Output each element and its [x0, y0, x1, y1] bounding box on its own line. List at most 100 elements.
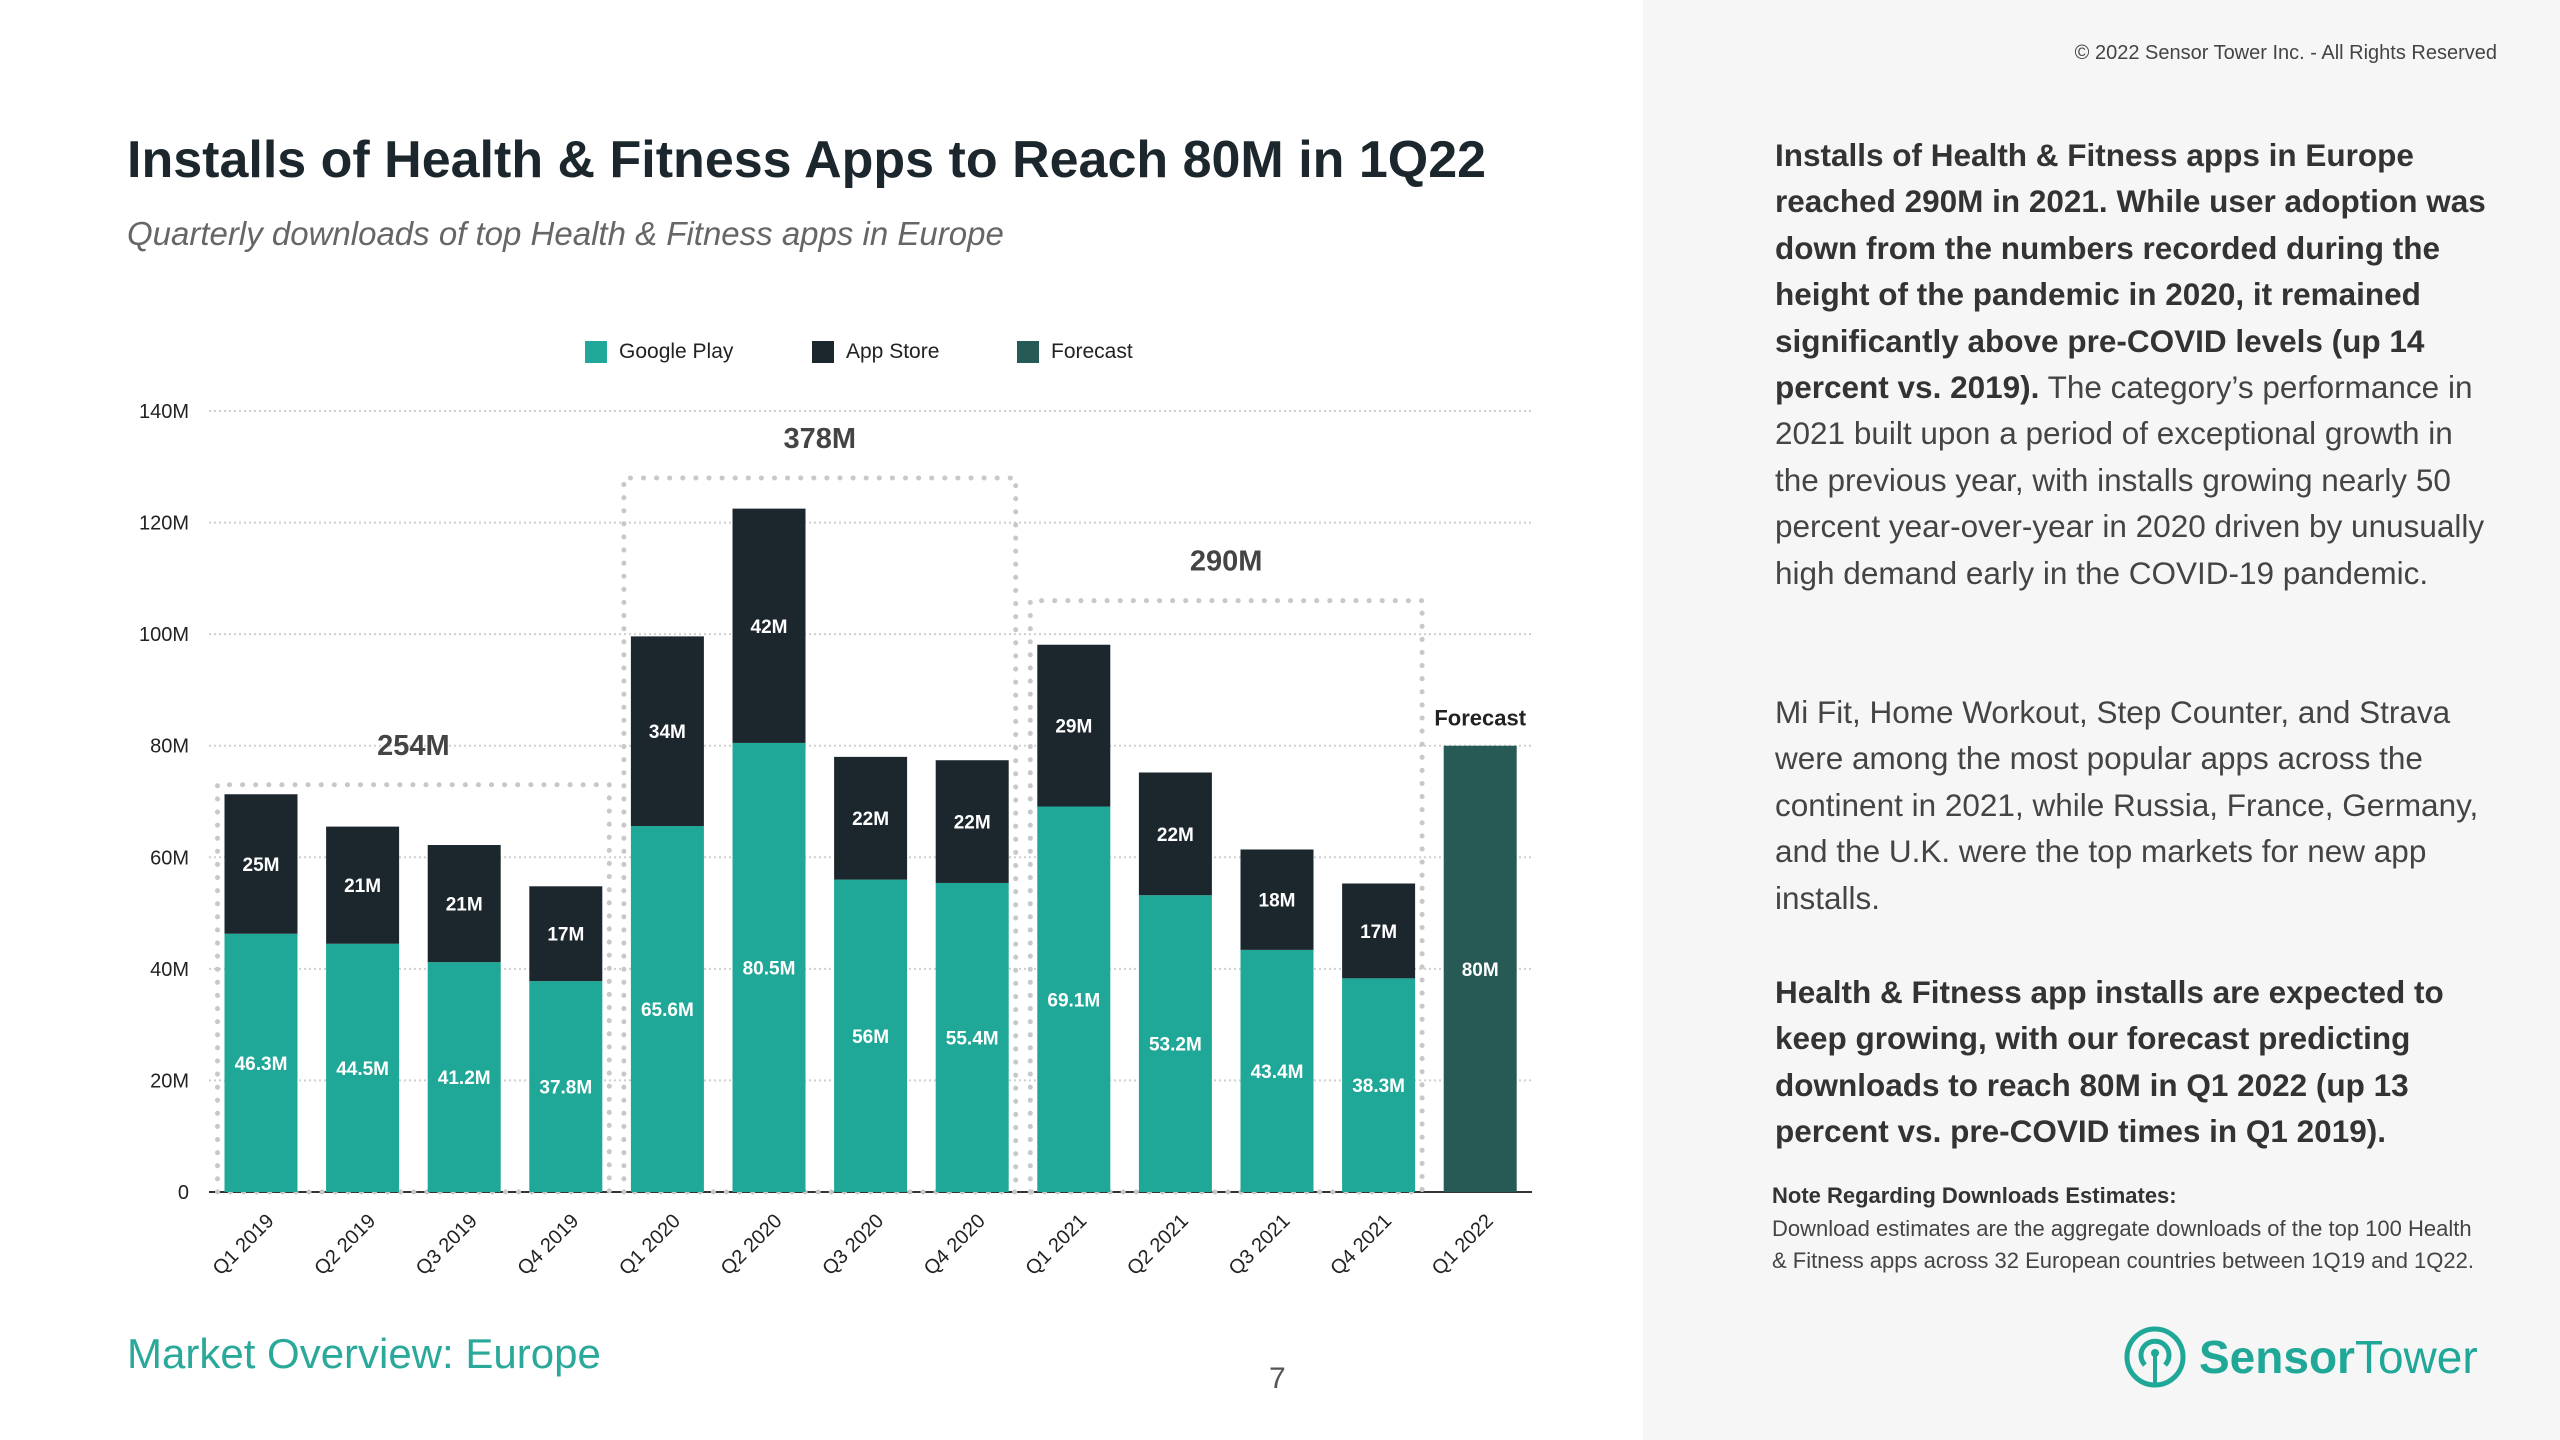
x-tick-label: Q2 2019 — [310, 1210, 380, 1280]
bar-google-play — [630, 826, 704, 1192]
legend-swatch-google-play — [585, 341, 607, 363]
data-label: 80M — [1462, 960, 1499, 981]
page-subtitle: Quarterly downloads of top Health & Fitn… — [127, 215, 1004, 252]
bar-app-store — [1240, 849, 1314, 950]
x-tick-label: Q1 2021 — [1022, 1210, 1092, 1280]
bar-app-store — [427, 845, 501, 963]
x-tick-label: Q3 2019 — [412, 1210, 482, 1280]
data-label: 44.5M — [336, 1059, 389, 1080]
bar-app-store — [630, 636, 704, 827]
bar-google-play — [529, 981, 603, 1192]
group-total-label: 290M — [1190, 546, 1263, 578]
data-label: 69.1M — [1047, 990, 1100, 1011]
legend-swatch-forecast — [1017, 341, 1039, 363]
paragraph-1-bold: Installs of Health & Fitness apps in Eur… — [1775, 137, 2486, 406]
x-tick-label: Q1 2022 — [1428, 1210, 1498, 1280]
data-label: 53.2M — [1149, 1035, 1202, 1056]
forecast-label: Forecast — [1434, 706, 1526, 731]
legend-label: Forecast — [1051, 340, 1133, 363]
legend-swatch-app-store — [812, 341, 834, 363]
legend-label: App Store — [846, 340, 940, 363]
sensor-tower-logo-icon — [2124, 1326, 2186, 1388]
bar-google-play — [732, 742, 806, 1192]
bar-app-store — [1037, 644, 1111, 807]
data-label: 41.2M — [438, 1068, 491, 1089]
data-label: 21M — [344, 876, 381, 897]
sidebar-panel: © 2022 Sensor Tower Inc. - All Rights Re… — [1643, 0, 2560, 1440]
bar-app-store — [834, 756, 908, 880]
data-label: 46.3M — [235, 1054, 288, 1075]
logo-text: SensorTower — [2199, 1331, 2478, 1383]
bar-google-play — [1240, 949, 1314, 1192]
sensor-tower-logo: SensorTower — [2123, 1325, 2478, 1389]
data-label: 17M — [547, 925, 584, 946]
x-tick-label: Q3 2021 — [1225, 1210, 1295, 1280]
bar-google-play — [834, 879, 908, 1192]
data-label: 22M — [954, 813, 991, 834]
page-number: 7 — [1269, 1362, 1286, 1395]
bar-chart: 0 20M 40M 60M 80M 100M 120M 140M 254M 378M 290M For… — [139, 401, 1532, 1280]
note-body: Download estimates are the aggregate dow… — [1772, 1215, 2474, 1274]
group-total-label: 254M — [377, 730, 450, 762]
bar-google-play — [224, 933, 298, 1192]
y-tick-label: 20M — [150, 1070, 189, 1092]
bar-google-play — [1342, 978, 1416, 1192]
bar-google-play — [935, 882, 1009, 1192]
x-tick-label: Q1 2020 — [615, 1210, 685, 1280]
data-label: 65.6M — [641, 1000, 694, 1021]
data-label: 29M — [1055, 717, 1092, 738]
x-tick-label: Q2 2020 — [717, 1210, 787, 1280]
legend-label: Google Play — [619, 340, 734, 363]
x-tick-label: Q4 2019 — [514, 1210, 584, 1280]
data-label: 43.4M — [1251, 1062, 1304, 1083]
x-tick-label: Q4 2021 — [1326, 1210, 1396, 1280]
copyright: © 2022 Sensor Tower Inc. - All Rights Re… — [2074, 42, 2497, 64]
y-tick-label: 60M — [150, 847, 189, 869]
y-tick-label: 80M — [150, 736, 189, 758]
note: Note Regarding Downloads Estimates: Down… — [1772, 1180, 2492, 1278]
data-label: 25M — [243, 855, 280, 876]
legend-forecast: Forecast — [1017, 340, 1133, 364]
paragraph-1-rest: The category’s performance in 2021 built… — [1775, 369, 2485, 591]
y-tick-label: 120M — [139, 513, 189, 535]
data-label: 38.3M — [1352, 1076, 1405, 1097]
x-tick-label: Q2 2021 — [1123, 1210, 1193, 1280]
data-label: 18M — [1259, 891, 1296, 912]
section-title: Market Overview: Europe — [127, 1330, 601, 1377]
bar-forecast — [1443, 745, 1517, 1192]
bar-app-store — [529, 886, 603, 982]
data-label: 21M — [446, 895, 483, 916]
data-label: 22M — [1157, 825, 1194, 846]
bar-app-store — [1138, 772, 1212, 896]
x-tick-label: Q4 2020 — [920, 1210, 990, 1280]
slide-main: Installs of Health & Fitness Apps to Rea… — [127, 131, 1532, 1395]
bar-google-play — [1138, 895, 1212, 1192]
x-tick-label: Q1 2019 — [209, 1210, 279, 1280]
data-label: 80.5M — [743, 958, 796, 979]
bar-app-store — [1342, 883, 1416, 979]
y-tick-label: 140M — [139, 401, 189, 423]
x-tick-label: Q3 2020 — [818, 1210, 888, 1280]
data-label: 17M — [1360, 922, 1397, 943]
data-label: 37.8M — [539, 1078, 592, 1099]
bar-app-store — [732, 508, 806, 743]
page-title: Installs of Health & Fitness Apps to Rea… — [127, 131, 1487, 189]
bar-app-store — [935, 760, 1009, 883]
data-label: 42M — [751, 617, 788, 638]
bar-google-play — [1037, 806, 1111, 1192]
paragraph-3: Health & Fitness app installs are expect… — [1775, 974, 2444, 1150]
data-label: 55.4M — [946, 1028, 999, 1049]
data-label: 22M — [852, 809, 889, 830]
y-tick-label: 0 — [178, 1182, 189, 1204]
bar-app-store — [326, 826, 400, 944]
legend-google-play: Google Play — [585, 340, 733, 364]
group-total-label: 378M — [784, 423, 857, 455]
bar-app-store — [224, 794, 298, 934]
bar-google-play — [427, 962, 501, 1192]
data-label: 56M — [852, 1027, 889, 1048]
paragraph-1: Installs of Health & Fitness apps in Eur… — [1775, 132, 2495, 596]
y-tick-label: 40M — [150, 959, 189, 981]
note-title: Note Regarding Downloads Estimates: — [1772, 1183, 2177, 1208]
bar-google-play — [326, 943, 400, 1192]
y-tick-label: 100M — [139, 624, 189, 646]
